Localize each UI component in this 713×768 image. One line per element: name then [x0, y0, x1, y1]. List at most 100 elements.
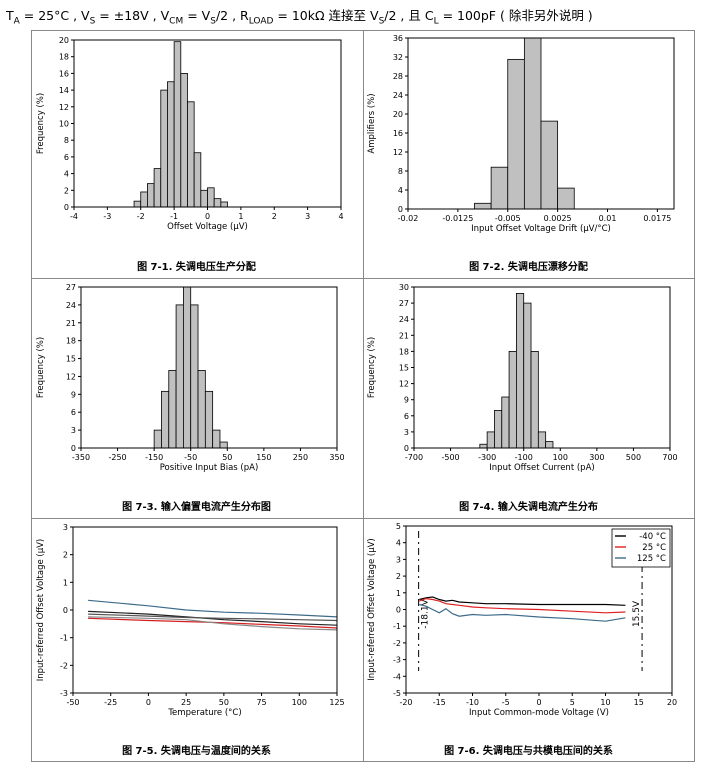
fig4-bar [545, 441, 554, 449]
fig3-bar [182, 286, 192, 449]
fig6-ytick-label: 3 [396, 555, 401, 564]
fig4-ytick-label: 27 [399, 299, 409, 308]
fig3-bar [190, 304, 199, 449]
fig1-ytick-label: 2 [64, 186, 69, 195]
fig4-xlabel: Input Offset Current (pA) [489, 463, 594, 473]
fig4-bar [494, 410, 503, 449]
fig3-xtick-label: -50 [184, 453, 197, 462]
fig5-xtick-label: -25 [104, 698, 117, 707]
fig6-series-line [419, 597, 626, 614]
fig1-bar [167, 81, 175, 208]
fig5-series-line [88, 613, 338, 622]
fig5-plot-frame [72, 526, 338, 694]
fig1-bar [140, 191, 148, 208]
fig6-xtick-label: 15 [634, 698, 644, 707]
fig1-xtick-label: -4 [70, 212, 78, 221]
fig6-xtick-label: -20 [399, 698, 412, 707]
fig5-ytick-label: -3 [60, 689, 68, 698]
fig1-xtick-label: 4 [338, 212, 343, 221]
fig4-ytick-label: 24 [399, 315, 409, 324]
fig1-ytick-label: 14 [59, 86, 69, 95]
fig6-series-line [419, 596, 626, 606]
fig4-ytick-label: 0 [404, 444, 409, 453]
fig1-bar [207, 187, 215, 208]
grid-divider-vertical [363, 31, 364, 761]
fig6-xtick-label: -5 [502, 698, 510, 707]
fig4-xtick-label: -500 [441, 453, 459, 462]
fig1-ytick-label: 4 [64, 170, 69, 179]
fig1-bar [187, 101, 195, 208]
fig3-ytick-label: 12 [66, 372, 76, 381]
fig5-ytick-label: -2 [60, 661, 68, 670]
fig4-xtick-label: 100 [553, 453, 568, 462]
figure-7-5-panel: -3 -2 -1 0 1 2 3 -50 -25 0 25 50 75 100 125 Temperature… [31, 517, 362, 762]
fig6-legend-label: -40 °C [639, 532, 666, 542]
fig5-xtick-label: 100 [292, 698, 307, 707]
fig3-bar [168, 370, 177, 449]
grid-divider-row1 [32, 278, 694, 279]
fig6-ytick-label: -2 [393, 639, 401, 648]
fig1-bar [153, 168, 162, 208]
fig3-xtick-label: 150 [256, 453, 271, 462]
fig3-ylabel: Frequency (%) [36, 337, 46, 398]
fig3-bar [175, 304, 184, 449]
fig5-ytick-label: 0 [63, 606, 68, 615]
fig1-bar [160, 89, 168, 208]
figure-7-1-caption: 图 7-1. 失调电压生产分配 [137, 262, 256, 273]
fig3-bar [212, 429, 221, 449]
fig5-series-line [88, 599, 338, 618]
fig2-ytick-label: 24 [393, 91, 403, 100]
fig3-xtick-label: 350 [329, 453, 344, 462]
fig3-xlabel: Positive Input Bias (pA) [160, 463, 259, 473]
fig3-ytick-label: 9 [71, 390, 76, 399]
fig1-xtick-label: 2 [272, 212, 277, 221]
fig5-xtick-label: 25 [181, 698, 191, 707]
fig6-ytick-label: -4 [393, 672, 401, 681]
fig4-ytick-label: 18 [399, 347, 409, 356]
fig4-bar [537, 431, 547, 449]
fig3-xtick-label: -150 [145, 453, 163, 462]
fig2-bar [523, 37, 542, 210]
figure-7-2-panel: 0 4 8 12 16 20 24 28 32 36 -0.02 -0.0125 -0.005 0.002… [362, 30, 695, 277]
fig3-ytick-label: 6 [71, 408, 76, 417]
fig4-ytick-label: 6 [404, 412, 409, 421]
fig4-ytick-label: 12 [399, 380, 409, 389]
fig1-ytick-label: 8 [64, 136, 69, 145]
fig6-ytick-label: -3 [393, 656, 401, 665]
fig2-ytick-label: 36 [393, 34, 403, 43]
fig2-xtick-label: -0.02 [398, 214, 419, 223]
figure-grid [31, 30, 695, 762]
fig3-bar [204, 390, 214, 449]
fig4-ytick-label: 15 [399, 364, 409, 373]
fig2-xtick-label: 0.0025 [544, 214, 572, 223]
fig1-ytick-label: 16 [59, 69, 69, 78]
fig6-legend-label: 25 °C [642, 543, 666, 553]
fig2-ytick-label: 12 [393, 148, 403, 157]
fig3-ytick-label: 3 [71, 426, 76, 435]
fig2-ytick-label: 8 [398, 167, 403, 176]
fig2-xlabel: Input Offset Voltage Drift (µV/°C) [471, 224, 611, 234]
fig1-ylabel: Frequency (%) [36, 93, 46, 154]
fig6-xlabel: Input Common-mode Voltage (V) [469, 708, 609, 718]
fig3-bar [161, 390, 170, 449]
fig1-xtick-label: 1 [238, 212, 243, 221]
fig3-ytick-label: 15 [66, 355, 76, 364]
fig1-ytick-label: 6 [64, 153, 69, 162]
fig4-bar [508, 351, 517, 449]
fig2-ytick-label: 20 [393, 110, 403, 119]
fig3-ytick-label: 21 [66, 319, 76, 328]
fig1-xtick-label: -3 [103, 212, 111, 221]
fig4-bar [523, 302, 532, 449]
fig6-plot-frame [405, 525, 673, 694]
figure-7-2-chart: 0 4 8 12 16 20 24 28 32 36 -0.02 -0.0125 -0.005 0.002… [367, 34, 675, 234]
fig2-xtick-label: -0.005 [495, 214, 521, 223]
fig2-bar [507, 58, 525, 210]
fig3-bar [219, 441, 228, 449]
fig5-series-line [88, 616, 338, 631]
fig1-bar [200, 189, 208, 208]
fig1-ytick-label: 18 [59, 53, 69, 62]
fig2-ylabel: Amplifiers (%) [367, 93, 377, 153]
fig2-ytick-label: 28 [393, 72, 403, 81]
fig1-ytick-label: 12 [59, 103, 69, 112]
